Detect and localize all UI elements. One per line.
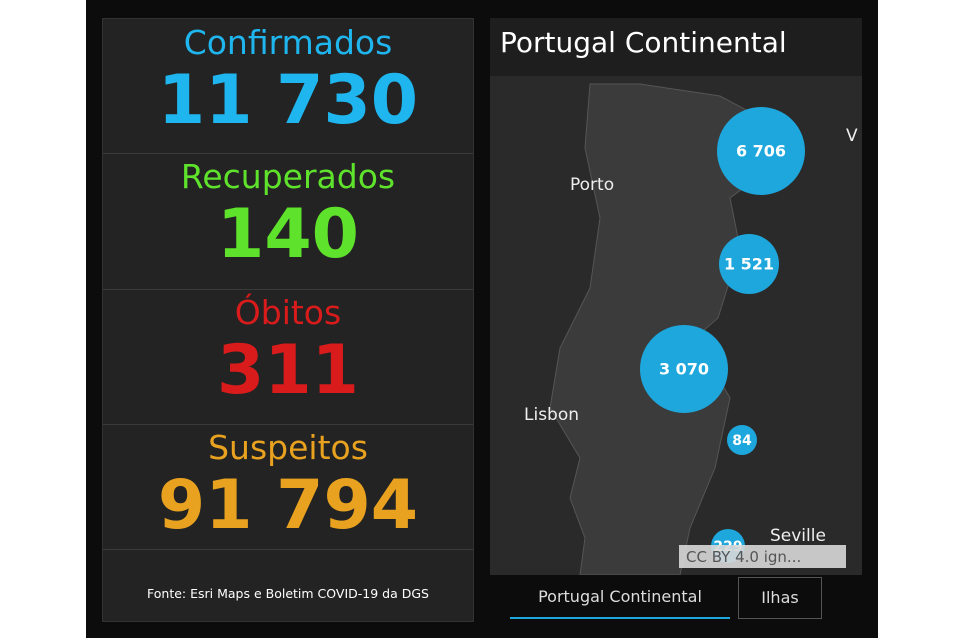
tab[interactable]: Ilhas bbox=[738, 577, 822, 619]
stat-label: Suspeitos bbox=[208, 428, 368, 467]
stat-value: 11 730 bbox=[157, 61, 419, 140]
dashboard: Confirmados 11 730 Recuperados 140 Óbito… bbox=[86, 0, 878, 638]
cluster-label: 1 521 bbox=[724, 255, 774, 274]
stats-panel: Confirmados 11 730 Recuperados 140 Óbito… bbox=[102, 18, 474, 622]
stat-label: Recuperados bbox=[180, 157, 396, 196]
stat: Suspeitos 91 794 bbox=[103, 424, 473, 550]
stat-value: 311 bbox=[217, 331, 359, 410]
map-header bbox=[490, 18, 862, 76]
map-panel: 6 706 1 521 3 070 84 229 Porto Lisbon Se… bbox=[490, 18, 862, 575]
place-label: Porto bbox=[570, 175, 614, 195]
cluster-label: 3 070 bbox=[659, 360, 709, 379]
cluster[interactable] bbox=[719, 234, 779, 294]
stat-value: 140 bbox=[217, 195, 359, 274]
cluster[interactable] bbox=[717, 107, 805, 195]
map[interactable]: 6 706 1 521 3 070 84 229 Porto Lisbon Se… bbox=[490, 18, 862, 575]
stat-label: Confirmados bbox=[183, 23, 393, 62]
map-title: Portugal Continental bbox=[500, 26, 787, 59]
cluster-label: 84 bbox=[732, 433, 752, 449]
place-label: V bbox=[846, 126, 858, 146]
cluster[interactable] bbox=[640, 325, 728, 413]
attribution-box bbox=[679, 545, 846, 568]
source: Fonte: Esri Maps e Boletim COVID-19 da D… bbox=[147, 586, 429, 601]
cluster[interactable] bbox=[727, 425, 757, 455]
stat: Óbitos 311 bbox=[103, 289, 473, 425]
stat: Confirmados 11 730 bbox=[103, 19, 473, 154]
stat-label: Óbitos bbox=[234, 293, 342, 332]
stat: Recuperados 140 bbox=[103, 153, 473, 290]
stat-value: 91 794 bbox=[157, 466, 419, 545]
attribution: CC BY 4.0 ign... bbox=[686, 548, 801, 566]
tab[interactable]: Portugal Continental bbox=[510, 577, 730, 619]
cluster-label: 6 706 bbox=[736, 142, 786, 161]
place-label: Lisbon bbox=[524, 405, 579, 425]
place-label: Seville bbox=[770, 526, 826, 546]
